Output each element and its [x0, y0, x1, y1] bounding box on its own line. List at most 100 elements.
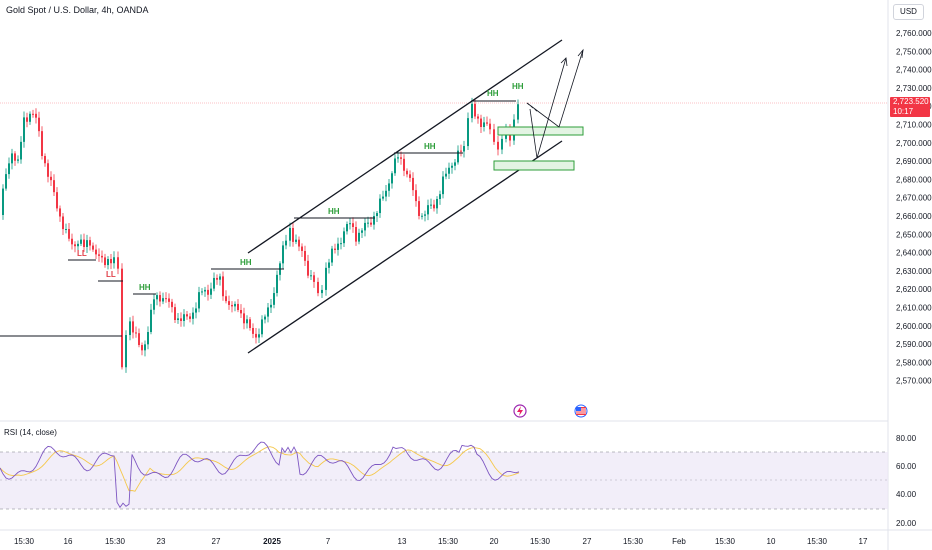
price-tick-label: 2,760.000	[896, 29, 932, 38]
candle-body	[47, 163, 49, 177]
hh-label: HH	[240, 258, 252, 267]
price-tick-label: 2,730.000	[896, 84, 932, 93]
candle-body	[313, 275, 315, 282]
candle-body	[225, 296, 227, 302]
demand-zone-lower	[493, 160, 575, 171]
candle-body	[2, 188, 4, 215]
candle-body	[343, 231, 345, 244]
candle-body	[463, 146, 465, 152]
candle-body	[270, 304, 272, 308]
price-tick-label: 2,650.000	[896, 230, 932, 239]
time-tick-label: Feb	[672, 537, 686, 546]
candle-body	[74, 244, 76, 247]
candle-body	[216, 277, 218, 280]
candle-body	[89, 240, 91, 246]
candle-body	[436, 199, 438, 209]
candle-body	[255, 333, 257, 338]
candle-body	[486, 122, 488, 124]
candle-body	[489, 123, 491, 130]
candle-body	[110, 258, 112, 264]
candle-body	[310, 275, 312, 277]
candle-body	[331, 248, 333, 263]
rsi-axis-labels: 80.00 60.00 40.00 20.00	[896, 434, 917, 528]
candle-body	[412, 177, 414, 191]
candle-body	[95, 249, 97, 255]
candle-body	[29, 113, 31, 122]
candle-body	[249, 319, 251, 329]
price-tick-label: 2,680.000	[896, 175, 932, 184]
candle-body	[210, 288, 212, 295]
candle-body	[382, 196, 384, 199]
candle-body	[20, 141, 22, 160]
candle-body	[264, 316, 266, 320]
price-tick-label: 2,600.000	[896, 322, 932, 331]
candle-body	[367, 222, 369, 224]
candle-body	[129, 321, 131, 336]
rsi-ma-line	[0, 446, 520, 492]
candle-body	[53, 180, 55, 193]
candle-body	[186, 314, 188, 317]
candle-body	[352, 223, 354, 228]
candle-body	[400, 157, 402, 159]
candle-body	[207, 289, 209, 295]
lightning-icon[interactable]	[513, 404, 527, 418]
candle-body	[65, 228, 67, 230]
swing-labels: HH HH HH HH HH HH LL LL	[77, 82, 524, 292]
ll-label: LL	[106, 270, 116, 279]
candle-body	[83, 239, 85, 247]
candle-body	[349, 223, 351, 225]
candle-body	[517, 104, 519, 120]
horizontal-levels	[0, 100, 516, 337]
candle-body	[44, 156, 46, 164]
rsi-band	[0, 452, 888, 509]
candle-body	[304, 250, 306, 261]
candle-body	[201, 291, 203, 293]
candle-body	[5, 174, 7, 189]
candle-body	[240, 309, 242, 314]
time-tick-label: 23	[157, 537, 166, 546]
candle-body	[228, 301, 230, 305]
candle-body	[460, 150, 462, 152]
time-tick-label: 7	[326, 537, 331, 546]
candle-body	[379, 198, 381, 214]
currency-button[interactable]: USD	[893, 4, 924, 20]
candle-body	[252, 328, 254, 334]
price-axis-labels: 2,760.000 2,750.000 2,740.000 2,730.000 2,72…	[896, 29, 932, 386]
symbol-title[interactable]: Gold Spot / U.S. Dollar, 4h, OANDA	[6, 5, 149, 15]
candle-body	[451, 165, 453, 168]
candle-body	[107, 258, 109, 266]
candle-body	[424, 214, 426, 216]
candle-body	[92, 245, 94, 250]
candle-body	[86, 240, 88, 247]
price-tick-label: 2,570.000	[896, 377, 932, 386]
countdown-timer: 10:17	[893, 107, 914, 116]
hh-label: HH	[512, 82, 524, 91]
candle-body	[448, 167, 450, 174]
us-flag-icon[interactable]	[574, 404, 588, 418]
candle-body	[159, 295, 161, 302]
ascending-channel	[247, 39, 563, 354]
time-tick-label: 13	[398, 537, 407, 546]
candle-body	[471, 103, 473, 119]
candle-body	[394, 158, 396, 174]
candle-body	[153, 299, 155, 310]
candle-body	[174, 307, 176, 320]
candle-body	[493, 129, 495, 142]
candle-body	[328, 262, 330, 268]
candle-body	[56, 192, 58, 209]
candle-body	[358, 232, 360, 242]
time-axis-labels: 15:30 16 15:30 23 27 2025 7 13 15:30 20 15:30 27 15:…	[14, 537, 868, 546]
candle-body	[243, 313, 245, 324]
time-tick-label: 15:30	[715, 537, 736, 546]
candle-body	[483, 122, 485, 128]
price-tick-label: 2,620.000	[896, 285, 932, 294]
rsi-indicator-label[interactable]: RSI (14, close)	[4, 428, 57, 437]
time-tick-label: 27	[583, 537, 592, 546]
candle-body	[62, 216, 64, 230]
candlesticks	[2, 97, 519, 373]
candle-body	[59, 208, 61, 217]
candle-body	[204, 289, 206, 292]
candle-body	[8, 163, 10, 175]
candle-body	[480, 118, 482, 128]
